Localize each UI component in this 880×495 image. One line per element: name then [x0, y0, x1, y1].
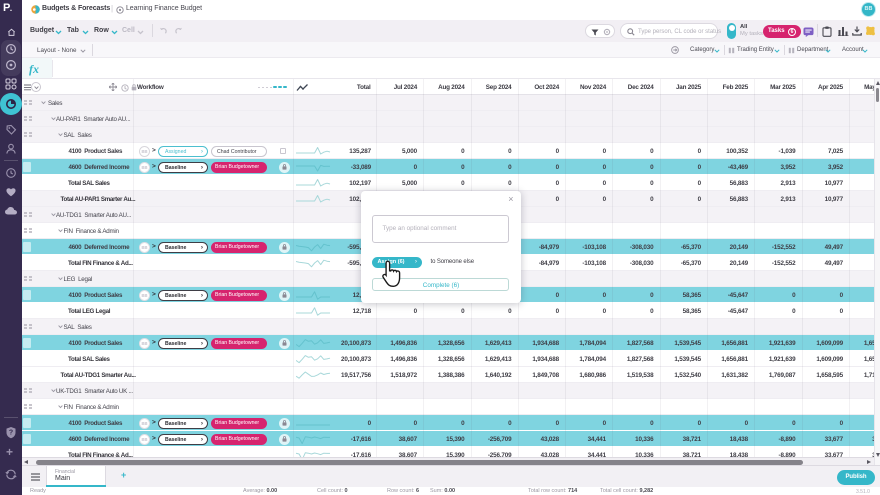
svg-text:?: ? [9, 430, 13, 437]
